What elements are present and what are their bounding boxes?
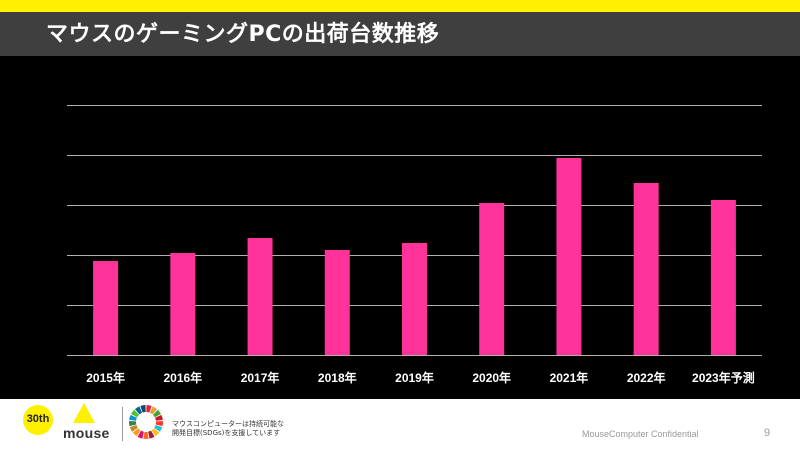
sdgs-segment xyxy=(134,406,143,415)
sdgs-line-2: 開発目標(SDGs)を支援しています xyxy=(172,429,281,437)
sdgs-segment xyxy=(154,425,163,432)
bar-2023年予測 xyxy=(710,200,736,355)
footer xyxy=(0,399,800,451)
page-title: マウスのゲーミングPCの出荷台数推移 xyxy=(46,22,440,47)
bar-2019年 xyxy=(402,243,427,355)
brand-name: mouse xyxy=(63,425,110,441)
sdgs-segment xyxy=(129,414,137,421)
sdgs-segment xyxy=(155,414,163,421)
bar-2016年 xyxy=(170,253,196,355)
bar-2021年 xyxy=(556,158,582,355)
bars xyxy=(93,158,736,355)
bar-2020年 xyxy=(479,203,505,355)
bar-2015年 xyxy=(93,261,119,355)
sdgs-segment xyxy=(129,425,138,432)
x-tick-label: 2022年 xyxy=(627,370,666,385)
sdgs-segment xyxy=(137,430,144,439)
sdgs-statement: マウスコンピューターは持続可能な 開発目標(SDGs)を支援しています xyxy=(172,420,284,438)
x-tick-label: 2019年 xyxy=(395,370,434,385)
sdgs-segment xyxy=(151,428,160,437)
x-tick-label: 2016年 xyxy=(163,370,202,385)
sdgs-segment xyxy=(128,420,137,427)
sdgs-segment xyxy=(146,405,152,413)
sdgs-segment xyxy=(152,409,161,418)
x-tick-label: 2023年予測 xyxy=(692,370,755,385)
sdgs-segment xyxy=(149,406,158,415)
sdgs-wheel-icon xyxy=(128,405,164,440)
sdgs-segment xyxy=(148,430,155,439)
sdgs-segment xyxy=(140,405,146,413)
footer-divider xyxy=(122,407,123,441)
sdgs-segment xyxy=(143,431,149,440)
mouse-logo: mouse xyxy=(63,403,109,445)
confidential-label: MouseComputer Confidential xyxy=(582,429,699,439)
bar-chart: 2015年 2016年 2017年 2018年 2019年 2020年 2021年 2022年… xyxy=(67,105,762,385)
sdgs-segment xyxy=(155,420,164,427)
top-accent-band xyxy=(0,0,800,12)
anniversary-30th-logo: 30th xyxy=(23,405,53,435)
x-tick-label: 2018年 xyxy=(318,370,357,385)
title-band xyxy=(0,12,800,56)
bar-2022年 xyxy=(633,183,659,355)
page-number: 9 xyxy=(764,427,771,439)
sdgs-segment xyxy=(132,428,141,437)
chart-area xyxy=(0,56,800,399)
mouse-triangle-icon xyxy=(73,403,95,423)
bar-2018年 xyxy=(324,250,350,355)
sdgs-segment xyxy=(131,409,140,418)
x-tick-label: 2020年 xyxy=(472,370,511,385)
sdgs-line-1: マウスコンピューターは持続可能な xyxy=(172,420,284,428)
bar-2017年 xyxy=(247,238,273,355)
x-tick-label: 2017年 xyxy=(241,370,280,385)
x-tick-label: 2021年 xyxy=(550,370,589,385)
x-tick-label: 2015年 xyxy=(86,370,125,385)
x-axis-labels: 2015年 2016年 2017年 2018年 2019年 2020年 2021年 2022年… xyxy=(86,370,754,385)
